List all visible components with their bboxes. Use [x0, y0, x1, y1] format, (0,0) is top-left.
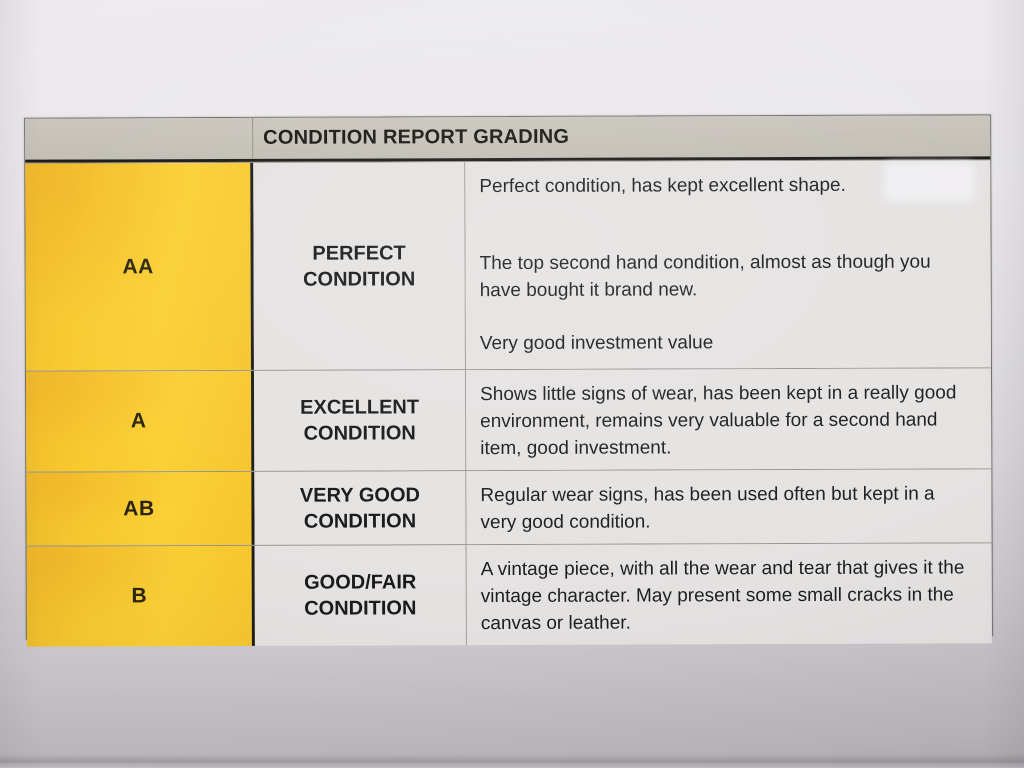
header-empty-corner-cell [25, 117, 254, 160]
grade-cell: AA [25, 162, 254, 371]
table-row: A EXCELLENT CONDITION Shows little signs… [25, 367, 992, 472]
grade-cell: A [25, 370, 255, 472]
grade-label: B [131, 584, 148, 608]
description-cell: A vintage piece, with all the wear and t… [466, 543, 992, 646]
grade-label: AB [123, 496, 155, 520]
photo-bottom-edge-shadow [0, 754, 1024, 768]
condition-name-cell: VERY GOOD CONDITION [254, 471, 467, 545]
table-row: AB VERY GOOD CONDITION Regular wear sign… [26, 468, 992, 546]
condition-name-line: VERY GOOD [299, 483, 420, 507]
description-paragraph: The top second hand condition, almost as… [479, 251, 931, 302]
description-paragraph: Regular wear signs, has been used often … [480, 483, 935, 534]
description-cell: Perfect condition, has kept excellent sh… [465, 160, 991, 370]
description-cell: Shows little signs of wear, has been kep… [465, 368, 992, 471]
condition-name-line: CONDITION [304, 597, 417, 620]
condition-name-cell: GOOD/FAIR CONDITION [254, 545, 467, 646]
condition-name-cell: PERFECT CONDITION [253, 162, 466, 370]
description-paragraph: Shows little signs of wear, has been kep… [480, 382, 957, 460]
condition-name-line: PERFECT [312, 241, 406, 265]
whiteout-correction-patch [888, 166, 971, 197]
grade-label: A [130, 409, 147, 433]
condition-name-line: GOOD/FAIR [304, 571, 417, 594]
description-cell: Regular wear signs, has been used often … [466, 469, 992, 545]
table-title: CONDITION REPORT GRADING [263, 125, 570, 149]
table-row: B GOOD/FAIR CONDITION A vintage piece, w… [26, 542, 992, 647]
grade-cell: AB [26, 471, 255, 546]
grade-label: AA [122, 254, 154, 278]
table-header-bar: CONDITION REPORT GRADING [25, 115, 991, 163]
condition-name-cell: EXCELLENT CONDITION [253, 370, 467, 471]
condition-name-line: CONDITION [303, 509, 417, 533]
condition-grading-table: CONDITION REPORT GRADING AA PERFECT COND… [24, 114, 993, 647]
table-row: AA PERFECT CONDITION Perfect condition, … [25, 159, 991, 371]
condition-name-line: CONDITION [303, 267, 416, 291]
description-paragraph: A vintage piece, with all the wear and t… [480, 557, 965, 635]
grade-cell: B [26, 545, 255, 647]
condition-name-line: EXCELLENT [300, 396, 420, 419]
condition-name-line: CONDITION [303, 422, 416, 445]
description-paragraph: Very good investment value [479, 332, 714, 355]
